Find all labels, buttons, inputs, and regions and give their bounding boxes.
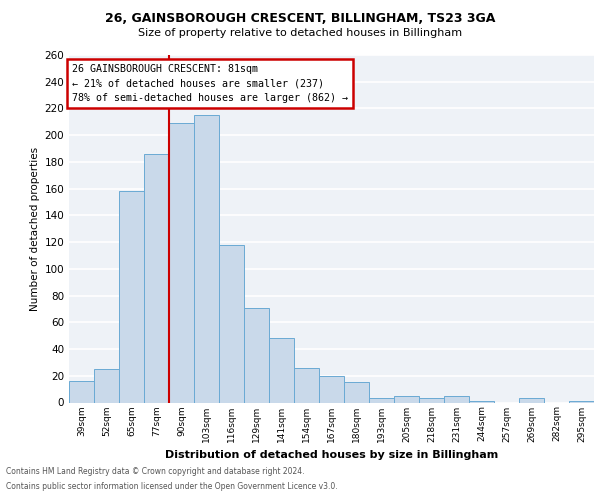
Text: Size of property relative to detached houses in Billingham: Size of property relative to detached ho… <box>138 28 462 38</box>
Bar <box>344 382 369 402</box>
Y-axis label: Number of detached properties: Number of detached properties <box>30 146 40 311</box>
Bar <box>394 396 419 402</box>
Bar <box>269 338 294 402</box>
Bar <box>144 154 169 402</box>
Bar <box>319 376 344 402</box>
X-axis label: Distribution of detached houses by size in Billingham: Distribution of detached houses by size … <box>165 450 498 460</box>
Bar <box>94 369 119 402</box>
Bar <box>194 115 219 403</box>
Bar <box>119 192 144 402</box>
Bar <box>469 401 494 402</box>
Bar <box>519 398 544 402</box>
Bar <box>419 398 444 402</box>
Bar <box>294 368 319 402</box>
Bar <box>444 396 469 402</box>
Bar <box>169 123 194 402</box>
Bar <box>69 381 94 402</box>
Text: 26, GAINSBOROUGH CRESCENT, BILLINGHAM, TS23 3GA: 26, GAINSBOROUGH CRESCENT, BILLINGHAM, T… <box>105 12 495 26</box>
Bar <box>569 401 594 402</box>
Text: Contains HM Land Registry data © Crown copyright and database right 2024.: Contains HM Land Registry data © Crown c… <box>6 467 305 476</box>
Bar <box>369 398 394 402</box>
Bar <box>244 308 269 402</box>
Text: Contains public sector information licensed under the Open Government Licence v3: Contains public sector information licen… <box>6 482 338 491</box>
Text: 26 GAINSBOROUGH CRESCENT: 81sqm
← 21% of detached houses are smaller (237)
78% o: 26 GAINSBOROUGH CRESCENT: 81sqm ← 21% of… <box>71 64 347 104</box>
Bar <box>219 245 244 402</box>
